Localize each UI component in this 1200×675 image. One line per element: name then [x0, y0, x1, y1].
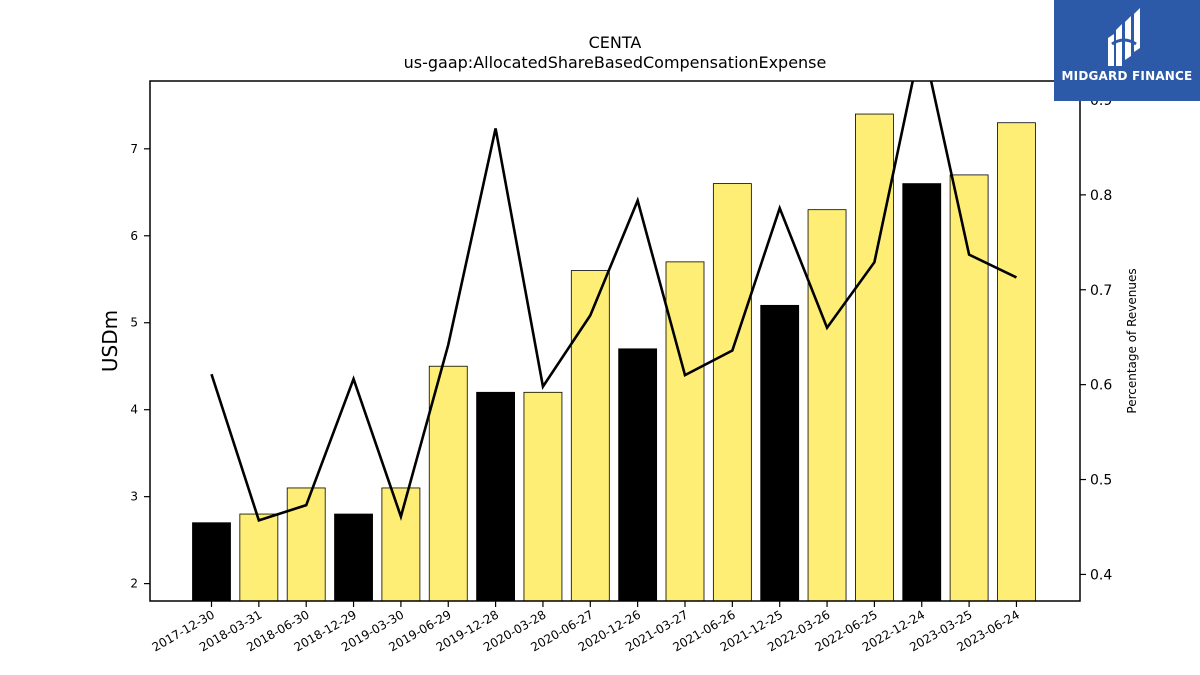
y2-tick-label: 0.6	[1090, 378, 1112, 394]
bar-2022-06-25	[855, 113, 894, 601]
bar-2023-06-24	[997, 122, 1036, 601]
y-axis-left: 2 3 4 5 6 7	[130, 142, 150, 591]
y2-axis-label: Percentage of Revenues	[1125, 268, 1139, 413]
y-tick-label: 6	[130, 229, 138, 243]
bar-2022-03-26	[807, 209, 847, 601]
y-tick-label: 5	[130, 316, 138, 330]
bar-2023-03-25	[949, 174, 989, 601]
y-axis-label: USDm	[98, 310, 122, 372]
bar-2020-12-26	[618, 348, 658, 601]
chart-subtitle: us-gaap:AllocatedShareBasedCompensationE…	[404, 53, 827, 72]
y-tick-label: 7	[130, 142, 138, 156]
y-tick-label: 3	[130, 490, 138, 504]
bar-2019-03-30	[381, 487, 421, 601]
y2-tick-label: 0.4	[1090, 567, 1112, 583]
y-axis-right: 0.40.50.60.70.80.9	[1080, 93, 1112, 583]
bar-2021-06-26	[712, 183, 752, 601]
bar-2018-06-30	[286, 487, 326, 601]
bar-2021-12-25	[760, 304, 800, 601]
bar-2022-12-24	[902, 183, 942, 601]
x-axis: 2017-12-302018-03-312018-06-302018-12-29…	[150, 601, 1022, 654]
line-percentage-of-revenues	[210, 81, 1018, 522]
chart-title: CENTA	[589, 33, 642, 52]
y-tick-label: 2	[130, 577, 138, 591]
bar-2020-06-27	[570, 270, 610, 601]
bar-2019-12-28	[476, 391, 516, 601]
bar-2017-12-30	[192, 522, 231, 601]
y-tick-label: 4	[130, 403, 138, 417]
bar-2019-06-29	[428, 365, 468, 601]
line-series	[210, 81, 1018, 522]
y2-tick-label: 0.7	[1090, 283, 1112, 299]
bar-2018-12-29	[334, 513, 373, 601]
bar-2018-03-31	[239, 513, 279, 601]
logo-mark-icon	[1108, 8, 1140, 66]
midgard-finance-logo: MIDGARD FINANCE	[1054, 0, 1200, 101]
plot-frame	[149, 80, 1081, 602]
bar-2020-03-28	[523, 391, 563, 601]
logo-text: MIDGARD FINANCE	[1061, 69, 1193, 83]
bar-2021-03-27	[665, 261, 705, 601]
y2-tick-label: 0.8	[1090, 188, 1112, 204]
y2-tick-label: 0.5	[1090, 473, 1112, 489]
bar-series	[192, 113, 1036, 601]
